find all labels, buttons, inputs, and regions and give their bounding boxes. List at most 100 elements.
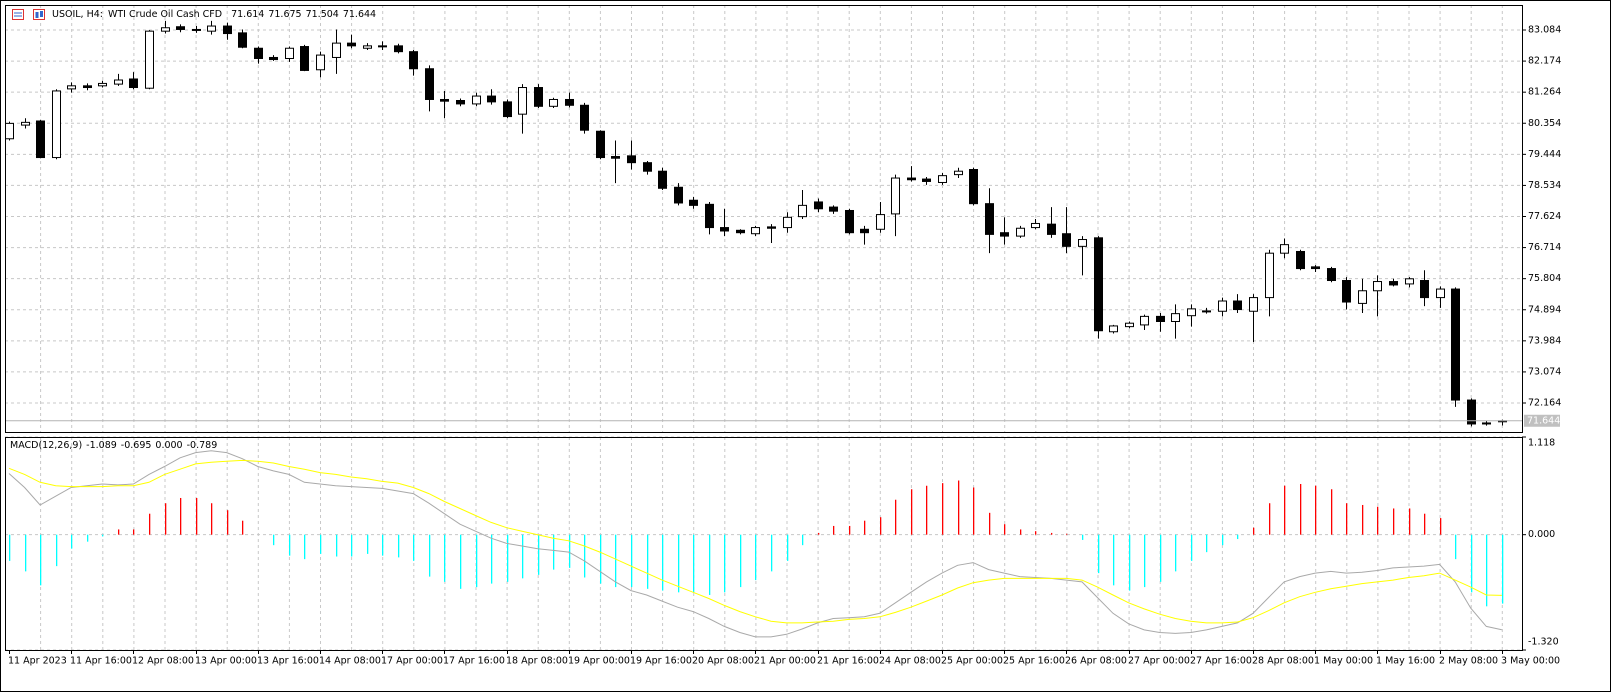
y-tick-label: 77.624 <box>1528 211 1561 222</box>
y-tick-label: 76.714 <box>1528 242 1561 253</box>
x-tick-label: 19 Apr 16:00 <box>630 656 692 667</box>
candle-body <box>689 199 698 206</box>
histogram-bar <box>382 534 384 556</box>
candle-body <box>285 47 294 59</box>
candle-body <box>363 45 372 49</box>
x-tick-label: 12 Apr 08:00 <box>132 656 194 667</box>
histogram-bar <box>615 534 617 588</box>
x-tick-label: 18 Apr 08:00 <box>506 656 568 667</box>
description: WTI Crude Oil Cash CFD <box>108 9 222 20</box>
histogram-bar <box>911 489 913 535</box>
y-tick-label: 74.894 <box>1528 304 1561 315</box>
candle-body <box>409 51 418 70</box>
candle-body <box>1280 244 1289 254</box>
ohlc-high: 71.675 <box>268 9 301 20</box>
histogram-bar <box>9 534 11 561</box>
candle-body <box>1405 278 1414 285</box>
candle-body <box>783 216 792 229</box>
histogram-bar <box>242 520 244 535</box>
candle-body <box>1296 250 1305 270</box>
candle-body <box>954 170 963 176</box>
candle-body <box>767 226 776 229</box>
histogram-bar <box>1175 534 1177 572</box>
candle-body <box>21 121 30 126</box>
candle-body <box>1062 233 1071 247</box>
indicator-line <box>8 450 1502 638</box>
histogram-bar <box>165 503 167 535</box>
candle-body <box>1187 308 1196 317</box>
y-tick-label: 78.534 <box>1528 180 1561 191</box>
histogram-bar <box>444 534 446 582</box>
candle-body <box>907 177 916 181</box>
candle-body <box>1436 288 1445 299</box>
macd-panel-frame <box>5 437 1523 651</box>
candle-body <box>192 28 201 31</box>
histogram-bar <box>740 534 742 588</box>
candle-body <box>751 227 760 235</box>
histogram-bar <box>429 534 431 577</box>
histogram-bar <box>1284 485 1286 535</box>
candle-body <box>1016 227 1025 237</box>
candle-body <box>798 204 807 218</box>
candle-body <box>440 98 449 102</box>
candle-body <box>596 130 605 159</box>
histogram-bar <box>1082 534 1084 540</box>
histogram-bar <box>1393 508 1395 535</box>
x-tick-label: 14 Apr 08:00 <box>319 656 381 667</box>
histogram-bar <box>771 534 773 572</box>
y-tick-label: 0.000 <box>1528 529 1555 540</box>
histogram-bar <box>1331 489 1333 535</box>
price-panel-frame <box>5 5 1523 433</box>
icon <box>40 11 43 17</box>
x-tick-label: 11 Apr 2023 <box>8 656 67 667</box>
candle-body <box>580 104 589 131</box>
histogram-bar <box>367 534 369 554</box>
candle-body <box>1420 280 1429 299</box>
candle-body <box>1078 239 1087 247</box>
candle-body <box>425 68 434 100</box>
histogram-bar <box>102 534 104 537</box>
last-price-box <box>1524 414 1560 427</box>
histogram-bar <box>196 497 198 535</box>
histogram-bar <box>647 534 649 589</box>
histogram-bar <box>569 534 571 568</box>
histogram-bar <box>1066 533 1068 535</box>
histogram-bar <box>631 534 633 588</box>
candle-body <box>922 178 931 182</box>
histogram-bar <box>942 483 944 535</box>
ohlc-low: 71.504 <box>306 9 339 20</box>
candle-body <box>1451 288 1460 401</box>
histogram-bar <box>1269 503 1271 535</box>
histogram-bar <box>973 487 975 535</box>
histogram-bar <box>724 534 726 593</box>
y-tick-label: 83.084 <box>1528 25 1561 36</box>
y-tick-label: 73.074 <box>1528 366 1561 377</box>
y-tick-label: 81.264 <box>1528 87 1561 98</box>
icon <box>33 9 45 20</box>
chart-header: USOIL, H4: WTI Crude Oil Cash CFD 71.614 71… <box>52 9 376 20</box>
indicator-header: MACD(12,26,9) -1.089 -0.695 0.000 -0.789 <box>10 440 217 451</box>
candle-body <box>98 82 107 87</box>
histogram-bar <box>958 480 960 535</box>
histogram-bar <box>1377 506 1379 535</box>
candle-body <box>549 98 558 107</box>
candle-body <box>503 101 512 118</box>
candle-body <box>860 228 869 234</box>
candle-body <box>1031 222 1040 229</box>
candle-body <box>114 79 123 85</box>
x-tick-label: 24 Apr 08:00 <box>879 656 941 667</box>
symbol: USOIL, H4: <box>52 9 103 20</box>
candle-body <box>938 175 947 183</box>
histogram-bar <box>818 532 820 535</box>
candle-body <box>161 27 170 32</box>
histogram-bar <box>351 534 353 557</box>
y-tick-label: 72.164 <box>1528 398 1561 409</box>
candle-body <box>1094 237 1103 332</box>
histogram-bar <box>989 512 991 535</box>
x-tick-label: 13 Apr 16:00 <box>257 656 319 667</box>
y-tick-label: -1.320 <box>1528 637 1559 648</box>
icon <box>12 9 24 20</box>
histogram-bar <box>320 534 322 554</box>
x-tick-label: 17 Apr 00:00 <box>381 656 443 667</box>
